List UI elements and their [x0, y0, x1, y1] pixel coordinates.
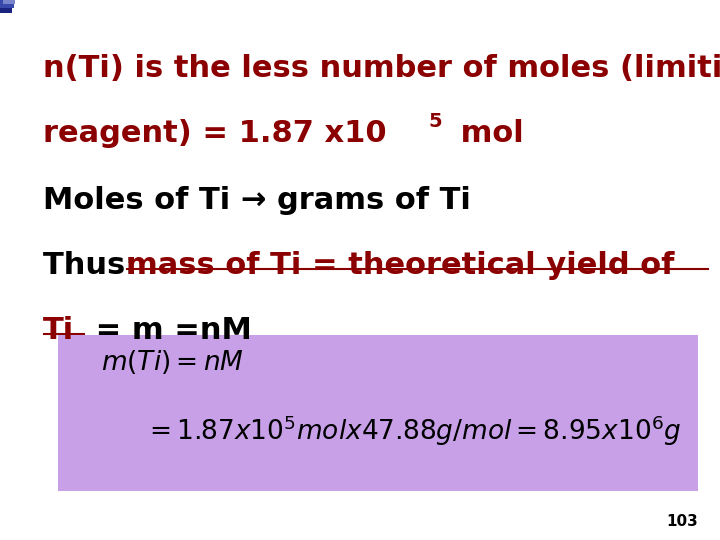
- Text: 5: 5: [428, 112, 442, 131]
- Text: reagent) = 1.87 x10: reagent) = 1.87 x10: [43, 119, 387, 148]
- Text: 103: 103: [667, 514, 698, 529]
- Text: n(Ti) is the less number of moles (limiting: n(Ti) is the less number of moles (limit…: [43, 54, 720, 83]
- Text: Ti: Ti: [43, 316, 74, 345]
- Text: Thus:: Thus:: [43, 251, 148, 280]
- FancyBboxPatch shape: [0, 0, 14, 9]
- Text: $m(Ti) = nM$: $m(Ti) = nM$: [101, 348, 243, 376]
- FancyBboxPatch shape: [4, 0, 15, 4]
- Text: = m =nM: = m =nM: [85, 316, 252, 345]
- FancyBboxPatch shape: [0, 0, 12, 13]
- FancyBboxPatch shape: [58, 335, 698, 491]
- Text: mol: mol: [450, 119, 523, 148]
- Text: Moles of Ti → grams of Ti: Moles of Ti → grams of Ti: [43, 186, 471, 215]
- Text: $= 1.87x10^5 molx47.88g/mol = 8.95x10^6 g$: $= 1.87x10^5 molx47.88g/mol = 8.95x10^6 …: [144, 413, 681, 448]
- Text: mass of Ti = theoretical yield of: mass of Ti = theoretical yield of: [126, 251, 675, 280]
